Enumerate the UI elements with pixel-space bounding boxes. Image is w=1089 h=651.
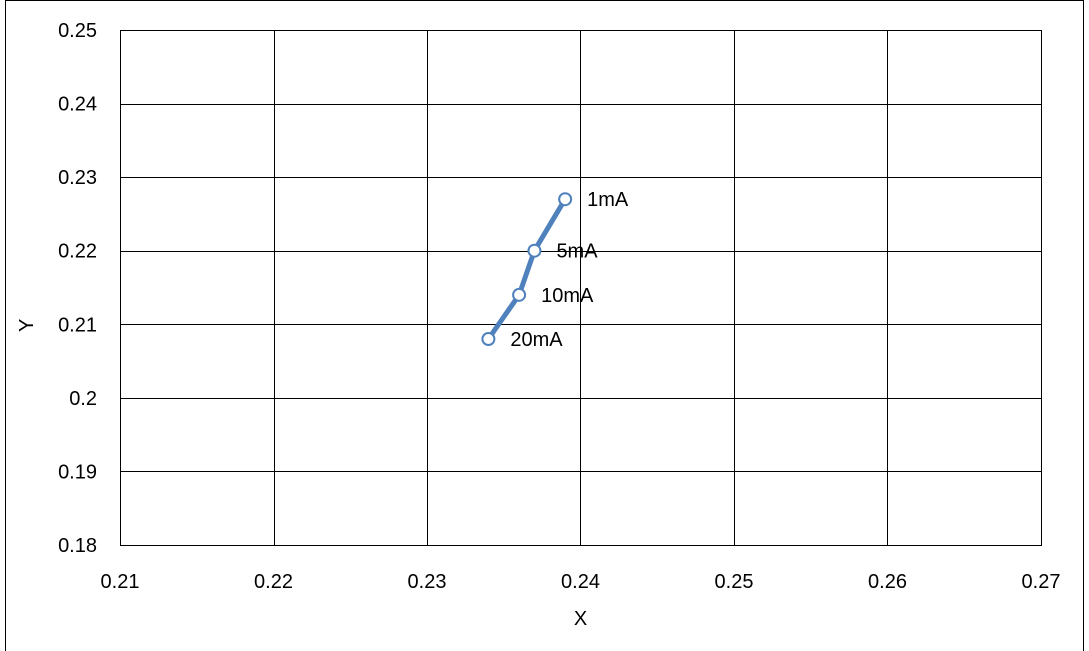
x-tick-label: 0.22 [254,571,293,593]
data-point [527,243,542,258]
y-tick-label: 0.2 [69,388,97,410]
x-tick-label: 0.25 [715,571,754,593]
data-point [481,332,496,346]
y-tick-label: 0.25 [58,20,97,42]
x-axis-title: X [574,608,587,630]
x-tick-label: 0.21 [101,571,140,593]
x-tick-label: 0.24 [561,571,600,593]
tick-labels: 0.21 0.22 0.23 0.24 0.25 0.26 0.27 0.25 0.24 0.23… [58,20,1060,593]
data-label: 10mA [541,285,594,307]
plot-area-frame [120,30,1042,546]
x-tick-label: 0.27 [1022,571,1061,593]
data-label: 1mA [587,189,629,211]
gridlines [120,30,1042,546]
y-tick-label: 0.18 [58,535,97,557]
data-label: 20mA [510,329,563,351]
y-tick-label: 0.21 [58,314,97,336]
data-series [481,192,573,346]
y-tick-label: 0.19 [58,461,97,483]
data-label: 5mA [556,241,598,263]
data-labels: 1mA 5mA 10mA 20mA [510,189,629,351]
x-tick-label: 0.26 [868,571,907,593]
y-tick-label: 0.22 [58,241,97,263]
chart-area-frame [5,0,1084,651]
data-point [558,192,573,207]
y-axis-title: Y [16,319,38,332]
data-point [512,287,527,302]
series-line [485,196,568,342]
x-tick-label: 0.23 [408,571,447,593]
y-tick-label: 0.24 [58,94,97,116]
y-tick-label: 0.23 [58,167,97,189]
